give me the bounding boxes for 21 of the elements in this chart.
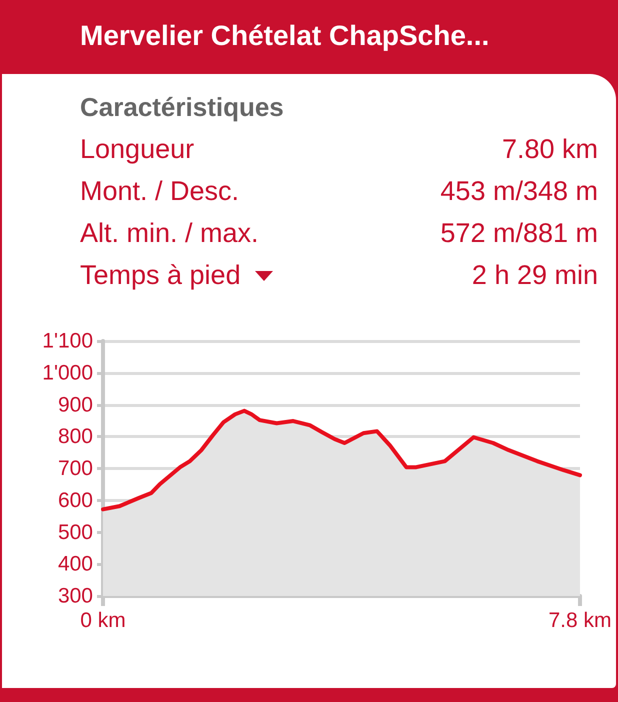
chart-title: Mervelier Chételat ChapSche...	[80, 20, 490, 52]
text: Longueur	[80, 134, 194, 165]
text: Mont. / Desc.	[80, 176, 240, 207]
y-tick-label: 1'100	[42, 330, 93, 352]
y-tick-label: 700	[58, 457, 93, 480]
text: Alt. min. / max.	[80, 218, 259, 249]
y-tick-label: 800	[58, 425, 93, 448]
x-tick-label: 0 km	[80, 609, 126, 632]
x-tick-label: 7.8 km	[548, 609, 612, 632]
y-tick-label: 300	[58, 584, 93, 608]
y-tick-label: 900	[58, 393, 93, 416]
text: Temps à pied	[80, 260, 242, 291]
y-tick-label: 400	[58, 552, 93, 576]
chart-subtitle: Caractéristiques	[80, 92, 284, 123]
text: 2 h 29 min	[472, 260, 598, 291]
text: 7.80 km	[502, 134, 598, 165]
text: 453 m/348 m	[440, 176, 598, 207]
y-tick-label: 600	[58, 488, 93, 512]
y-tick-label: 1'000	[42, 361, 93, 384]
y-tick-label: 500	[58, 520, 93, 544]
text: 572 m/881 m	[440, 218, 598, 249]
